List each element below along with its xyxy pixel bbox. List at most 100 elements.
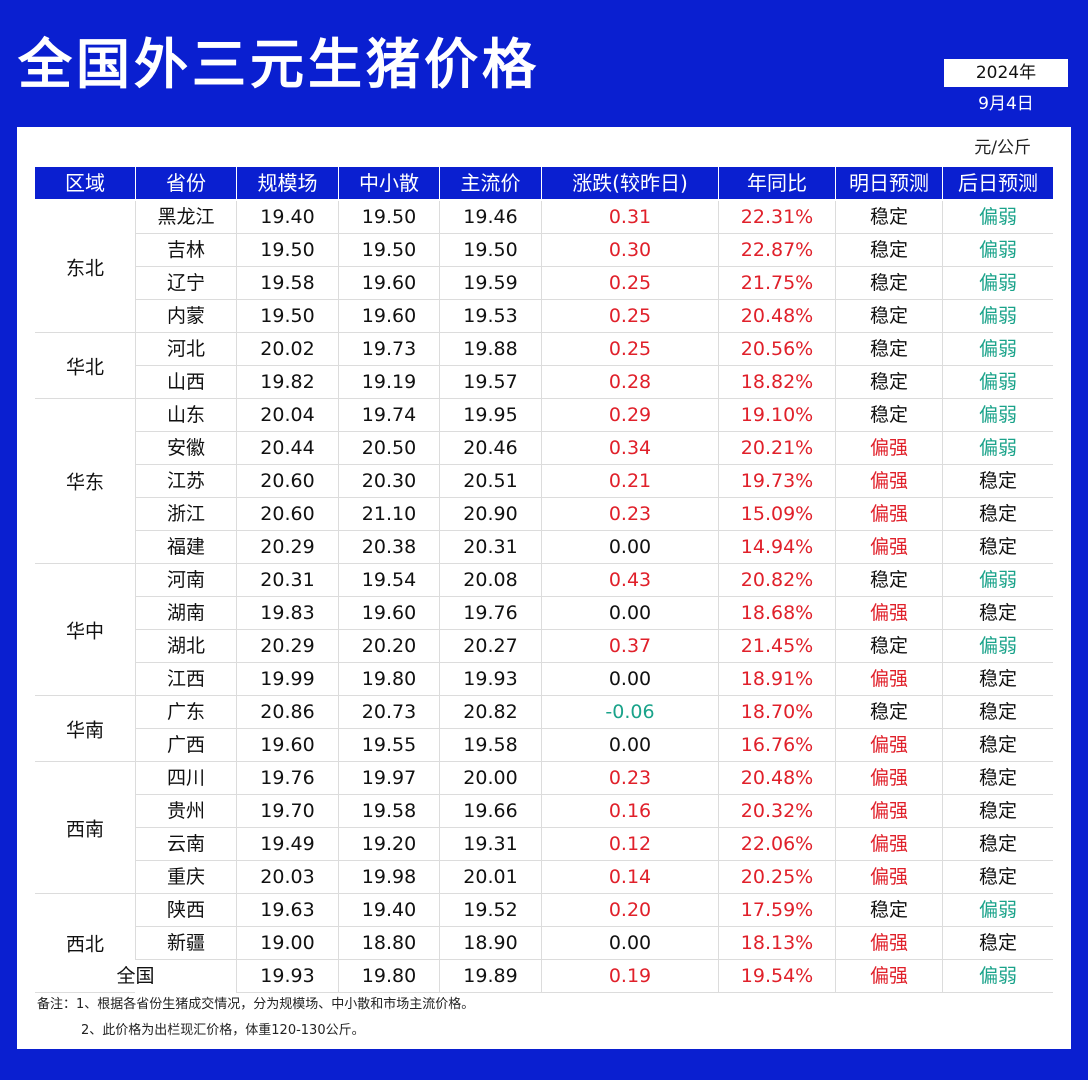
cell-forecast-tomorrow: 稳定 (836, 366, 942, 399)
cell-change: 0.23 (542, 762, 718, 795)
cell-change: 0.21 (542, 465, 718, 498)
cell-change: 0.20 (542, 894, 718, 927)
cell-forecast-tomorrow: 稳定 (836, 564, 942, 597)
cell-forecast-next: 偏弱 (943, 564, 1053, 597)
cell-mainstream: 20.01 (440, 861, 541, 894)
table-row: 河南 20.31 19.54 20.08 0.43 20.82% 稳定 偏弱 (136, 564, 1053, 597)
region-label: 华北 (65, 356, 104, 378)
cell-small-farm: 20.38 (339, 531, 439, 564)
grid-line (135, 201, 136, 960)
cell-forecast-tomorrow: 偏强 (836, 960, 942, 993)
cell-forecast-tomorrow: 偏强 (836, 432, 942, 465)
cell-province: 四川 (136, 762, 236, 795)
cell-province: 重庆 (136, 861, 236, 894)
cell-small-farm: 18.80 (339, 927, 439, 960)
cell-large-farm: 20.60 (237, 465, 338, 498)
cell-mainstream: 18.90 (440, 927, 541, 960)
cell-yoy: 18.82% (719, 366, 835, 399)
cell-small-farm: 19.54 (339, 564, 439, 597)
region-cell: 东北 (35, 201, 135, 333)
cell-change: 0.19 (542, 960, 718, 993)
header-forecast-next: 后日预测 (943, 167, 1053, 199)
cell-change: 0.00 (542, 729, 718, 762)
cell-small-farm: 20.50 (339, 432, 439, 465)
cell-mainstream: 20.00 (440, 762, 541, 795)
cell-province: 江苏 (136, 465, 236, 498)
cell-mainstream: 19.66 (440, 795, 541, 828)
grid-line (236, 201, 237, 993)
cell-forecast-tomorrow: 偏强 (836, 498, 942, 531)
cell-change: 0.00 (542, 663, 718, 696)
cell-forecast-tomorrow: 偏强 (836, 762, 942, 795)
cell-province: 山东 (136, 399, 236, 432)
cell-forecast-next: 稳定 (943, 597, 1053, 630)
cell-mainstream: 19.52 (440, 894, 541, 927)
cell-large-farm: 19.58 (237, 267, 338, 300)
cell-forecast-tomorrow: 稳定 (836, 234, 942, 267)
cell-forecast-next: 稳定 (943, 465, 1053, 498)
region-label: 西北 (65, 933, 104, 956)
cell-yoy: 22.06% (719, 828, 835, 861)
cell-large-farm: 19.83 (237, 597, 338, 630)
table-row: 黑龙江 19.40 19.50 19.46 0.31 22.31% 稳定 偏弱 (136, 201, 1053, 234)
cell-yoy: 18.68% (719, 597, 835, 630)
cell-small-farm: 19.80 (339, 663, 439, 696)
cell-change: 0.00 (542, 597, 718, 630)
table-row: 广西 19.60 19.55 19.58 0.00 16.76% 偏强 稳定 (136, 729, 1053, 762)
cell-forecast-next: 稳定 (943, 729, 1053, 762)
cell-forecast-next: 稳定 (943, 762, 1053, 795)
cell-province: 福建 (136, 531, 236, 564)
cell-forecast-next: 稳定 (943, 531, 1053, 564)
cell-mainstream: 19.76 (440, 597, 541, 630)
cell-large-farm: 19.99 (237, 663, 338, 696)
region-cell: 华北 (35, 333, 135, 399)
cell-yoy: 17.59% (719, 894, 835, 927)
header-region: 区域 (35, 167, 135, 199)
cell-large-farm: 20.03 (237, 861, 338, 894)
cell-forecast-tomorrow: 偏强 (836, 597, 942, 630)
cell-small-farm: 19.55 (339, 729, 439, 762)
grid-line (338, 201, 339, 993)
cell-yoy: 20.21% (719, 432, 835, 465)
cell-small-farm: 19.19 (339, 366, 439, 399)
cell-mainstream: 20.82 (440, 696, 541, 729)
cell-province: 江西 (136, 663, 236, 696)
cell-forecast-tomorrow: 偏强 (836, 465, 942, 498)
cell-mainstream: 19.58 (440, 729, 541, 762)
cell-yoy: 20.25% (719, 861, 835, 894)
cell-change: 0.16 (542, 795, 718, 828)
date-box: 2024年 9月4日 (942, 57, 1070, 121)
cell-small-farm: 20.20 (339, 630, 439, 663)
cell-forecast-next: 偏弱 (943, 630, 1053, 663)
cell-yoy: 22.31% (719, 201, 835, 234)
cell-small-farm: 19.60 (339, 300, 439, 333)
cell-mainstream: 19.59 (440, 267, 541, 300)
cell-mainstream: 20.31 (440, 531, 541, 564)
table-row: 广东 20.86 20.73 20.82 -0.06 18.70% 稳定 稳定 (136, 696, 1053, 729)
cell-forecast-next: 稳定 (943, 663, 1053, 696)
cell-mainstream: 20.46 (440, 432, 541, 465)
cell-province: 河北 (136, 333, 236, 366)
header-province: 省份 (136, 167, 236, 199)
cell-forecast-next: 偏弱 (943, 366, 1053, 399)
date-day: 9月4日 (942, 87, 1070, 121)
cell-province: 陕西 (136, 894, 236, 927)
cell-mainstream: 20.51 (440, 465, 541, 498)
cell-small-farm: 19.98 (339, 861, 439, 894)
cell-forecast-next: 稳定 (943, 828, 1053, 861)
region-label: 东北 (65, 257, 104, 279)
table-row: 陕西 19.63 19.40 19.52 0.20 17.59% 稳定 偏弱 (136, 894, 1053, 927)
region-cell: 华中 (35, 564, 135, 696)
grid-line (439, 201, 440, 993)
cell-change: 0.23 (542, 498, 718, 531)
table-row: 重庆 20.03 19.98 20.01 0.14 20.25% 偏强 稳定 (136, 861, 1053, 894)
cell-forecast-tomorrow: 稳定 (836, 696, 942, 729)
cell-change: 0.12 (542, 828, 718, 861)
cell-forecast-next: 稳定 (943, 927, 1053, 960)
cell-forecast-tomorrow: 偏强 (836, 861, 942, 894)
cell-mainstream: 19.93 (440, 663, 541, 696)
cell-forecast-tomorrow: 偏强 (836, 663, 942, 696)
cell-large-farm: 19.82 (237, 366, 338, 399)
cell-province: 湖南 (136, 597, 236, 630)
price-table-card: 元/公斤 区域 省份 规模场 中小散 主流价 涨跌(较昨日) 年同比 明日预测 后日预测 东北 华北… (17, 127, 1071, 1049)
